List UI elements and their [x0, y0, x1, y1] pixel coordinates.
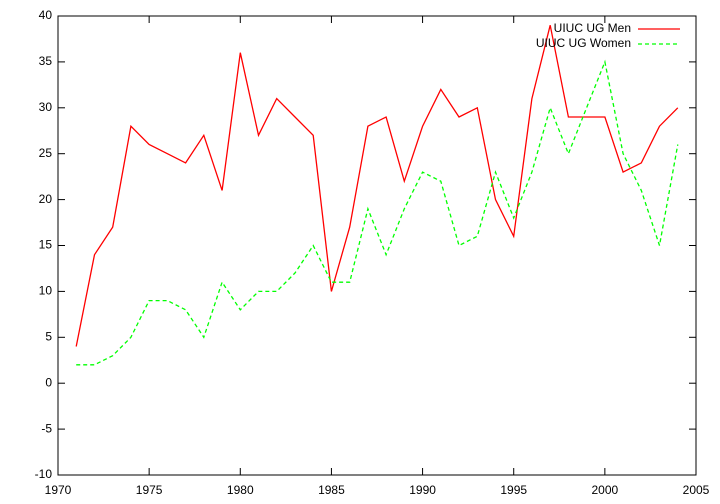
x-tick-label: 2005	[683, 483, 710, 497]
x-tick-label: 1990	[409, 483, 436, 497]
x-tick-label: 1995	[500, 483, 527, 497]
y-tick-label: 35	[39, 54, 53, 68]
legend-label: UIUC UG Women	[536, 36, 631, 50]
x-tick-label: 1980	[227, 483, 254, 497]
y-tick-label: 30	[39, 100, 53, 114]
legend-label: UIUC UG Men	[554, 21, 631, 35]
y-tick-label: -5	[41, 421, 52, 435]
x-tick-label: 2000	[592, 483, 619, 497]
series-line	[76, 59, 679, 366]
y-tick-label: 0	[45, 375, 52, 389]
y-tick-label: 40	[39, 8, 53, 22]
y-tick-label: 10	[39, 284, 53, 298]
x-tick-label: 1970	[45, 483, 72, 497]
x-tick-label: 1975	[136, 483, 163, 497]
x-tick-label: 1985	[318, 483, 345, 497]
plot-frame	[57, 15, 697, 476]
y-tick-label: 25	[39, 146, 53, 160]
y-tick-label: -10	[35, 467, 53, 481]
y-tick-label: 20	[39, 192, 53, 206]
series-line	[75, 25, 679, 347]
y-tick-label: 15	[39, 238, 53, 252]
y-tick-label: 5	[45, 329, 52, 343]
